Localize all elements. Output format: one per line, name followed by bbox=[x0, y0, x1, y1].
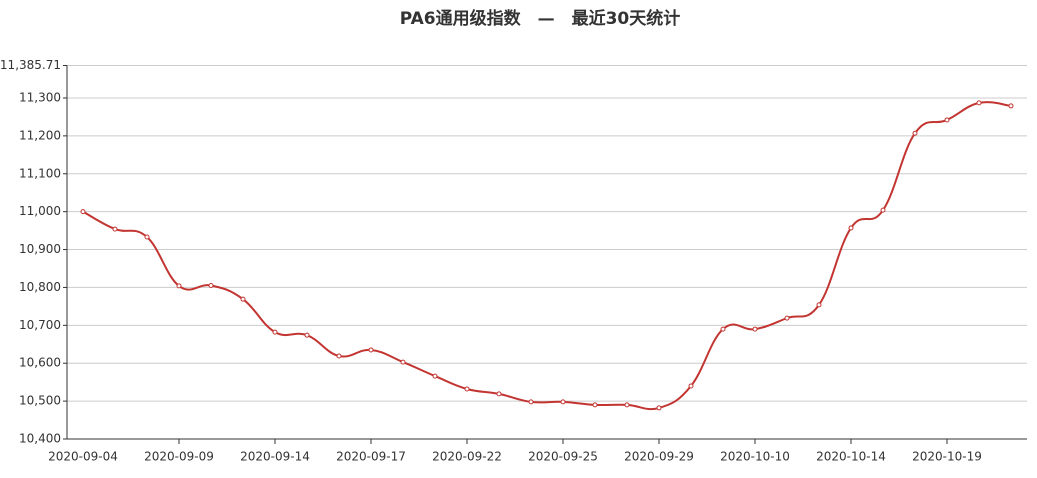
point bbox=[784, 315, 790, 321]
y-tick-label: 10,700 bbox=[19, 318, 61, 332]
point bbox=[368, 347, 374, 353]
y-tick-label: 11,300 bbox=[19, 90, 61, 104]
chart-title: PA6通用级指数 — 最近30天统计 bbox=[400, 8, 681, 29]
x-tick-label: 2020-10-14 bbox=[816, 450, 886, 464]
x-tick-label: 2020-10-10 bbox=[720, 450, 790, 464]
y-tick-label: 11,100 bbox=[19, 166, 61, 180]
y-tick-label: 10,400 bbox=[19, 432, 61, 446]
point bbox=[976, 100, 982, 106]
point bbox=[496, 391, 502, 397]
point bbox=[752, 326, 758, 332]
x-tick-label: 2020-09-25 bbox=[528, 450, 598, 464]
point bbox=[816, 302, 822, 308]
point bbox=[688, 383, 694, 389]
point bbox=[240, 296, 246, 302]
point bbox=[912, 130, 918, 136]
point bbox=[880, 207, 886, 213]
point bbox=[400, 359, 406, 365]
y-tick-label: 10,800 bbox=[19, 280, 61, 294]
y-tick-label: 10,500 bbox=[19, 394, 61, 408]
point bbox=[528, 399, 534, 405]
point bbox=[464, 386, 470, 392]
point bbox=[720, 326, 726, 332]
point bbox=[432, 373, 438, 379]
x-tick-label: 2020-09-17 bbox=[336, 450, 406, 464]
x-tick-label: 2020-09-22 bbox=[432, 450, 502, 464]
x-tick-label: 2020-09-09 bbox=[144, 450, 214, 464]
point bbox=[592, 402, 598, 408]
point bbox=[112, 226, 118, 232]
point bbox=[336, 353, 342, 359]
y-tick-label: 10,900 bbox=[19, 242, 61, 256]
point bbox=[144, 234, 150, 240]
x-tick-label: 2020-09-29 bbox=[624, 450, 694, 464]
x-tick-label: 2020-09-04 bbox=[48, 450, 118, 464]
y-tick-label: 11,200 bbox=[19, 128, 61, 142]
y-tick-label: 10,600 bbox=[19, 356, 61, 370]
point bbox=[304, 332, 310, 338]
x-tick-label: 2020-09-14 bbox=[240, 450, 310, 464]
y-tick-label: 11,385.71 bbox=[0, 58, 61, 72]
point bbox=[560, 399, 566, 405]
point bbox=[848, 225, 854, 231]
point bbox=[1008, 103, 1014, 109]
point bbox=[80, 209, 86, 215]
y-tick-label: 11,000 bbox=[19, 204, 61, 218]
x-tick-label: 2020-10-19 bbox=[912, 450, 982, 464]
point bbox=[656, 405, 662, 411]
point bbox=[944, 117, 950, 123]
point bbox=[208, 283, 214, 289]
point bbox=[176, 283, 182, 289]
point bbox=[272, 329, 278, 335]
point bbox=[624, 402, 630, 408]
